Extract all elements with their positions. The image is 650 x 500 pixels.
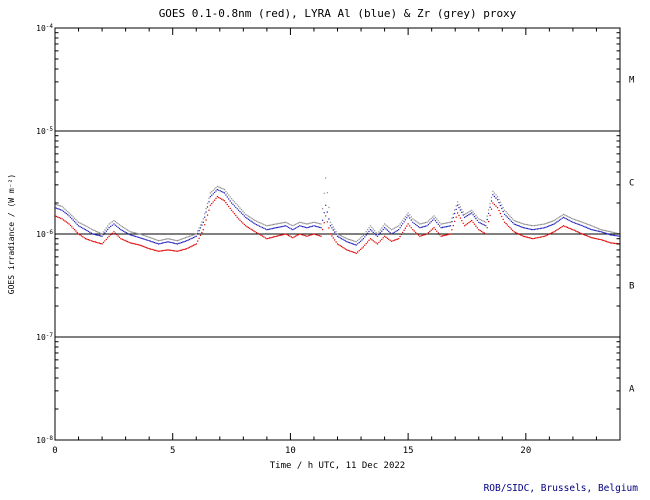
y-tick-label: 10-8 — [36, 435, 53, 445]
x-tick-labels: 0 5 10 15 20 — [52, 446, 531, 456]
x-tick-label: 5 — [170, 446, 175, 456]
series-goes-0.1-0.8nm-red — [54, 196, 621, 254]
y-tick-label: 10-4 — [36, 23, 53, 33]
credit-text: ROB/SIDC, Brussels, Belgium — [484, 483, 639, 494]
flare-class-label-B: B — [629, 282, 634, 292]
y-tick-label: 10-6 — [36, 229, 53, 239]
y-tick-labels: 10-4 10-5 10-6 10-7 10-8 — [36, 23, 53, 445]
flare-class-label-M: M — [629, 76, 635, 86]
x-tick-label: 0 — [52, 446, 57, 456]
y-tick-label: 10-5 — [36, 126, 53, 136]
x-tick-label: 10 — [285, 446, 296, 456]
chart-title: GOES 0.1-0.8nm (red), LYRA Al (blue) & Z… — [159, 7, 517, 20]
flare-class-label-C: C — [629, 179, 634, 189]
x-tick-label: 15 — [403, 446, 414, 456]
y-axis-label: GOES irradiance / (W m⁻²) — [7, 174, 16, 294]
x-axis-label: Time / h UTC, 11 Dec 2022 — [270, 461, 405, 471]
y-tick-label: 10-7 — [36, 332, 53, 342]
x-tick-label: 20 — [520, 446, 531, 456]
flare-class-label-A: A — [629, 385, 635, 395]
y-axis-ticks — [55, 27, 620, 441]
flare-class-labels: M C B A — [629, 76, 635, 395]
series-lyra-zr-proxy-grey — [54, 177, 621, 243]
series-group — [54, 177, 621, 254]
x-axis-ticks — [54, 28, 621, 440]
